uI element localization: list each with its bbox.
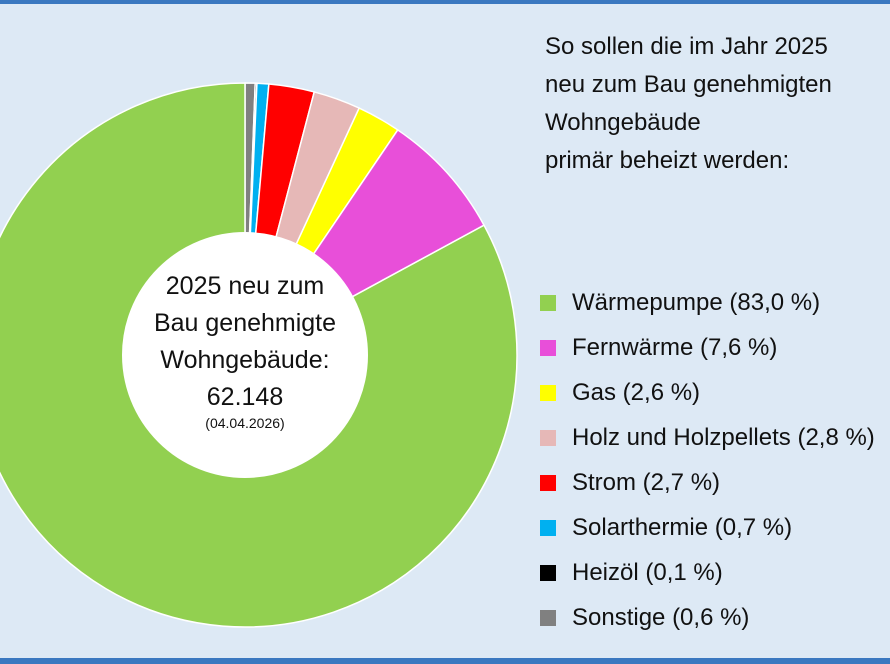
- legend-label: Gas (2,6 %): [572, 378, 701, 406]
- legend-item: Sonstige (0,6 %): [540, 595, 890, 640]
- center-date: (04.04.2026): [205, 415, 285, 431]
- center-text-line: Bau genehmigte: [153, 309, 337, 337]
- legend-item: Fernwärme (7,6 %): [540, 325, 890, 370]
- donut-hole: [122, 232, 368, 478]
- legend-item: Solarthermie (0,7 %): [540, 505, 890, 550]
- center-text-line: Wohngebäude:: [160, 346, 330, 374]
- legend: Wärmepumpe (83,0 %) Fernwärme (7,6 %) Gas …: [540, 280, 890, 640]
- legend-label: Strom (2,7 %): [572, 468, 721, 496]
- legend-label: Sonstige (0,6 %): [572, 603, 750, 631]
- legend-label: Wärmepumpe (83,0 %): [572, 288, 821, 316]
- legend-item: Strom (2,7 %): [540, 460, 890, 505]
- center-text-line: 2025 neu zum: [165, 272, 325, 300]
- legend-swatch: [540, 384, 556, 401]
- bottom-border: [0, 658, 890, 664]
- legend-item: Heizöl (0,1 %): [540, 550, 890, 595]
- legend-swatch: [540, 294, 556, 311]
- legend-swatch: [540, 429, 556, 446]
- legend-label: Heizöl (0,1 %): [572, 558, 723, 586]
- title-line: So sollen die im Jahr 2025: [545, 33, 828, 60]
- title-line: primär beheizt werden:: [545, 147, 790, 174]
- legend-swatch: [540, 564, 556, 581]
- top-border: [0, 0, 890, 4]
- legend-item: Holz und Holzpellets (2,8 %): [540, 415, 890, 460]
- legend-item: Gas (2,6 %): [540, 370, 890, 415]
- legend-swatch: [540, 339, 556, 356]
- title-line: Wohngebäude: [545, 109, 701, 136]
- center-total: 62.148: [206, 383, 284, 411]
- title-line: neu zum Bau genehmigten: [545, 71, 832, 98]
- legend-label: Holz und Holzpellets (2,8 %): [572, 423, 875, 451]
- legend-label: Solarthermie (0,7 %): [572, 513, 793, 541]
- legend-swatch: [540, 474, 556, 491]
- legend-swatch: [540, 609, 556, 626]
- legend-swatch: [540, 519, 556, 536]
- legend-item: Wärmepumpe (83,0 %): [540, 280, 890, 325]
- center-label: 2025 neu zum Bau genehmigte Wohngebäude:…: [123, 268, 367, 432]
- chart-title: So sollen die im Jahr 2025 neu zum Bau g…: [545, 28, 890, 180]
- legend-label: Fernwärme (7,6 %): [572, 333, 778, 361]
